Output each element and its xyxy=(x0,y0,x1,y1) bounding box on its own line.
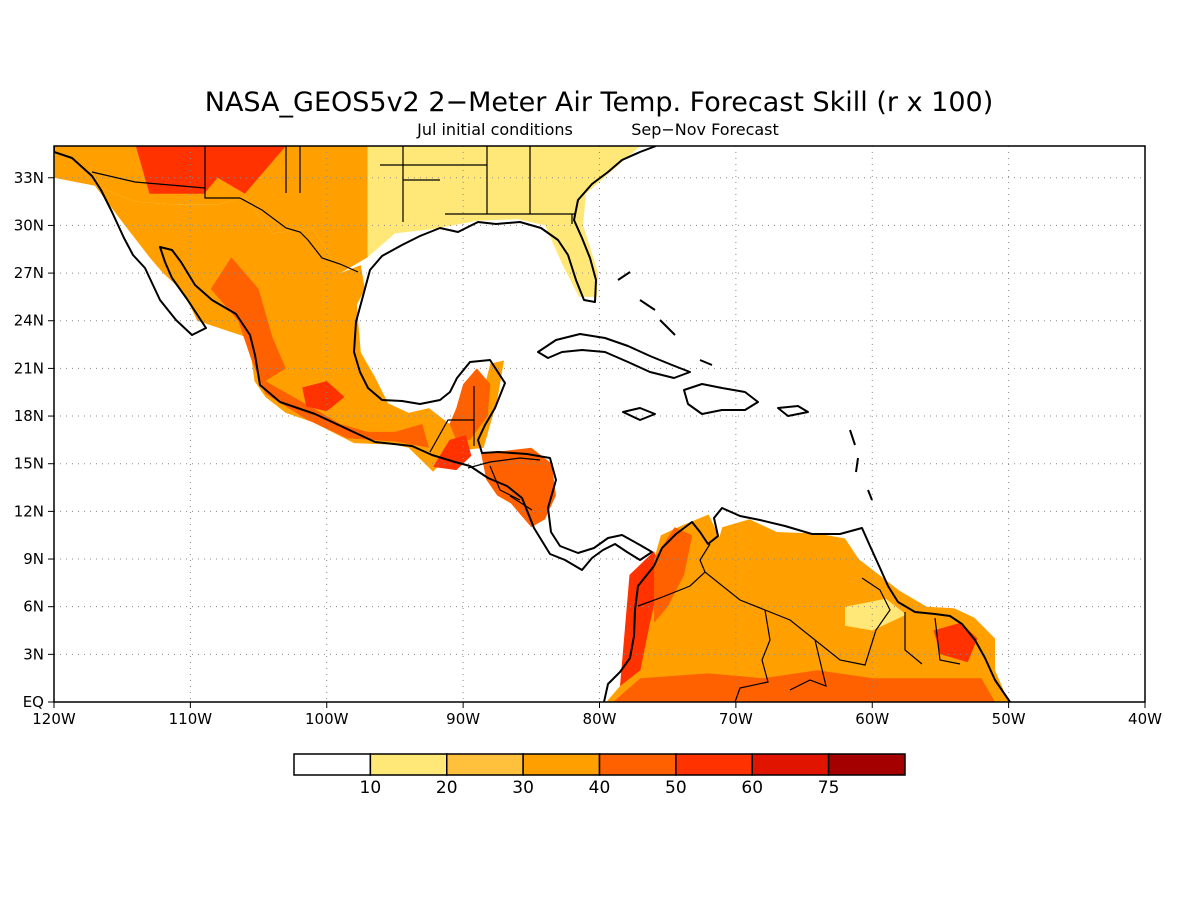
lat-tick-label: 27N xyxy=(14,264,44,282)
figure-subtitle-left: Jul initial conditions xyxy=(416,120,573,139)
skill-region-central-america-east xyxy=(480,447,556,528)
skill-region-mexico-central-hot xyxy=(302,381,345,412)
lat-tick-label: 18N xyxy=(14,407,44,425)
colorbar-swatch xyxy=(293,753,372,776)
political-borders-layer xyxy=(91,146,961,702)
coastline-lesser-antilles xyxy=(849,429,873,501)
lat-tick-label: EQ xyxy=(23,693,44,711)
colorbar-label: 10 xyxy=(360,778,382,798)
coastline-south-america xyxy=(603,507,1011,702)
map-plot-area xyxy=(53,145,1146,703)
lon-tick-label: 110W xyxy=(169,710,213,728)
lat-tick-label: 33N xyxy=(14,169,44,187)
skill-region-south-america-south xyxy=(613,670,995,702)
lon-tick-label: 100W xyxy=(305,710,349,728)
lat-tick-label: 6N xyxy=(23,598,44,616)
coastlines-layer xyxy=(54,146,1011,702)
coastline-jamaica xyxy=(622,407,656,421)
coastline-puerto-rico xyxy=(777,405,809,417)
colorbar-legend: 10 20 30 40 50 60 75 xyxy=(293,753,906,798)
lat-tick-label: 21N xyxy=(14,359,44,377)
lat-tick-label: 24N xyxy=(14,312,44,330)
lat-tick-label: 9N xyxy=(23,550,44,568)
longitude-axis: 120W 110W 100W 90W 80W 70W 60W 50W 40W xyxy=(32,702,1162,728)
skill-region-guianas-hot xyxy=(933,622,978,663)
colorbar-swatch xyxy=(675,753,753,776)
skill-region-yucatan xyxy=(449,368,491,440)
skill-region-usa-southwest-core xyxy=(135,146,286,194)
coastline-hispaniola xyxy=(683,383,759,415)
lon-tick-label: 80W xyxy=(583,710,617,728)
colorbar-label: 20 xyxy=(436,778,458,798)
skill-region-guatemala-core xyxy=(433,435,472,471)
colorbar-swatch xyxy=(522,753,601,776)
colorbar-swatch xyxy=(598,753,677,776)
border-us-states xyxy=(204,146,575,224)
figure-subtitle-right: Sep−Nov Forecast xyxy=(631,120,779,139)
colorbar-label: 75 xyxy=(818,778,840,798)
skill-region-colombia-north-hot xyxy=(654,527,693,623)
coastline-cuba xyxy=(537,333,691,379)
latitude-axis: EQ 3N 6N 9N 12N 15N 18N 21N 24N 27N 30N 33N xyxy=(14,169,54,711)
lat-tick-label: 15N xyxy=(14,455,44,473)
colorbar-swatch xyxy=(751,753,830,776)
border-us-mexico xyxy=(91,171,359,273)
colorbar-swatch xyxy=(446,753,524,776)
lon-tick-label: 120W xyxy=(32,710,76,728)
colorbar-label: 60 xyxy=(741,778,763,798)
lat-tick-label: 3N xyxy=(23,645,44,663)
lon-tick-label: 90W xyxy=(446,710,480,728)
colorbar-swatch xyxy=(369,753,448,776)
skill-region-venezuela-low xyxy=(845,598,907,631)
skill-region-mexico-north xyxy=(94,185,505,472)
border-south-america xyxy=(637,543,961,702)
lon-tick-label: 50W xyxy=(992,710,1026,728)
lat-tick-label: 30N xyxy=(14,216,44,234)
colorbar-label: 30 xyxy=(512,778,534,798)
colorbar-label: 40 xyxy=(589,778,611,798)
coastline-bahamas xyxy=(617,271,713,366)
colorbar-swatch xyxy=(827,753,906,776)
skill-region-south-america xyxy=(606,514,1009,702)
figure-title: NASA_GEOS5v2 2−Meter Air Temp. Forecast … xyxy=(205,87,993,118)
coastline-north-america xyxy=(54,146,657,571)
lon-tick-label: 60W xyxy=(855,710,889,728)
lon-tick-label: 40W xyxy=(1128,710,1162,728)
border-central-america xyxy=(429,386,541,511)
lon-tick-label: 70W xyxy=(719,710,753,728)
skill-region-usa-southeast xyxy=(367,146,641,297)
lat-tick-label: 12N xyxy=(14,502,44,520)
colorbar-label: 50 xyxy=(665,778,687,798)
